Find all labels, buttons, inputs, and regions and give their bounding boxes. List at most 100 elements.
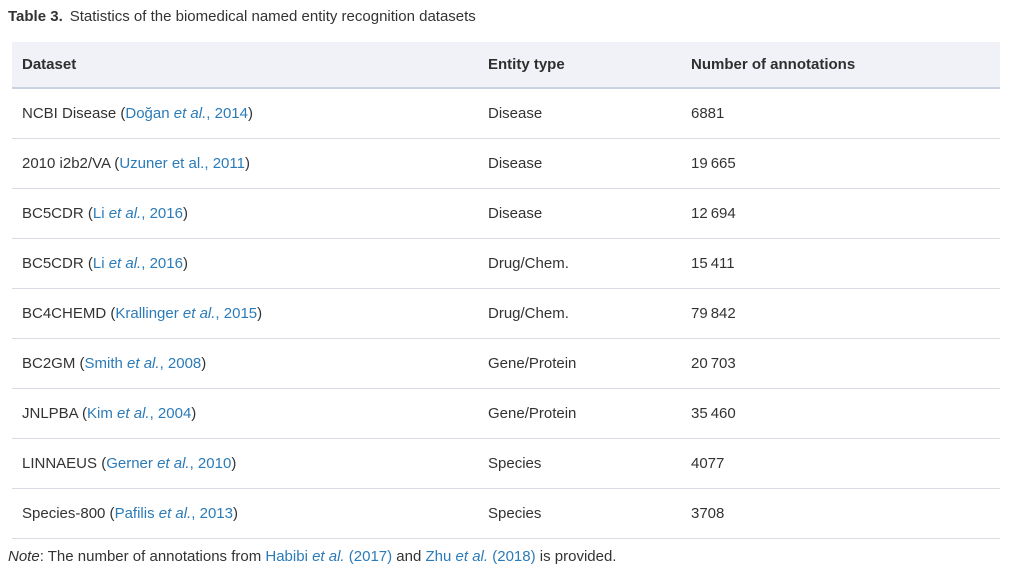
paper-table-figure: Table 3. Statistics of the biomedical nam… <box>0 7 1015 567</box>
annotation-count-cell: 12 694 <box>681 189 1000 239</box>
note-label: Note <box>8 548 40 565</box>
note-text-before: : The number of annotations from <box>39 548 266 565</box>
open-paren: ( <box>110 155 120 172</box>
annotation-count-cell: 3708 <box>681 489 1000 539</box>
column-header-dataset: Dataset <box>22 56 77 73</box>
table-row: Species-800 (Pafilis et al., 2013) Speci… <box>12 489 1000 539</box>
citation-link[interactable]: Kim et al., 2004 <box>87 405 191 422</box>
citation-etal: et al. <box>108 255 142 272</box>
citation-etal: et al. <box>158 505 192 522</box>
table-row: JNLPBA (Kim et al., 2004) Gene/Protein 3… <box>12 389 1000 439</box>
entity-type-cell: Species <box>478 439 681 489</box>
entity-type-cell: Drug/Chem. <box>478 289 681 339</box>
header-row: Dataset Entity type Number of annotation… <box>12 42 1000 88</box>
annotation-count-cell: 35 460 <box>681 389 1000 439</box>
close-paren: ) <box>257 305 263 322</box>
citation-link[interactable]: Li et al., 2016 <box>93 205 183 222</box>
entity-type-cell: Gene/Protein <box>478 339 681 389</box>
citation-author: Zhu <box>425 548 456 565</box>
entity-type: Disease <box>488 205 543 222</box>
annotation-count-cell: 6881 <box>681 88 1000 139</box>
open-paren: ( <box>77 405 88 422</box>
citation-link[interactable]: Li et al., 2016 <box>93 255 183 272</box>
citation-author: Doğan <box>125 105 174 122</box>
citation-year: , 2015 <box>215 305 258 322</box>
dataset-cell: JNLPBA (Kim et al., 2004) <box>12 389 478 439</box>
entity-type: Species <box>488 505 542 522</box>
dataset-cell: BC5CDR (Li et al., 2016) <box>12 239 478 289</box>
table-row: LINNAEUS (Gerner et al., 2010) Species 4… <box>12 439 1000 489</box>
annotation-count: 19 665 <box>691 155 736 172</box>
dataset-cell: BC5CDR (Li et al., 2016) <box>12 189 478 239</box>
table-row: 2010 i2b2/VA (Uzuner et al., 2011) Disea… <box>12 139 1000 189</box>
open-paren: ( <box>116 105 126 122</box>
citation-etal: et al. <box>157 455 190 472</box>
citation-link-habibi-2017[interactable]: Habibi et al. (2017) <box>265 548 392 565</box>
citation-author: Smith <box>84 355 128 372</box>
citation-etal: et al. <box>127 355 160 372</box>
close-paren: ) <box>233 505 238 522</box>
close-paren: ) <box>231 455 237 472</box>
citation-link[interactable]: Smith et al., 2008 <box>85 355 202 372</box>
table-caption: Table 3. Statistics of the biomedical nam… <box>8 7 1015 27</box>
citation-link[interactable]: Gerner et al., 2010 <box>106 455 231 472</box>
entity-type-cell: Disease <box>478 189 681 239</box>
close-paren: ) <box>248 105 253 122</box>
column-header-annotations: Number of annotations <box>691 56 856 73</box>
dataset-cell: LINNAEUS (Gerner et al., 2010) <box>12 439 478 489</box>
open-paren: ( <box>97 455 107 472</box>
datasets-table: Dataset Entity type Number of annotation… <box>12 42 1000 539</box>
table-row: BC2GM (Smith et al., 2008) Gene/Protein … <box>12 339 1000 389</box>
dataset-name: BC5CDR <box>22 255 84 272</box>
annotation-count-cell: 4077 <box>681 439 1000 489</box>
dataset-name: NCBI Disease <box>22 105 117 122</box>
table-row: NCBI Disease (Doğan et al., 2014) Diseas… <box>12 88 1000 139</box>
dataset-name: JNLPBA <box>22 405 78 422</box>
note-text-between: and <box>392 548 426 565</box>
citation-year: (2018) <box>488 548 536 565</box>
entity-type-cell: Gene/Protein <box>478 389 681 439</box>
citation-author: Li <box>92 205 109 222</box>
dataset-name: Species-800 <box>22 505 106 522</box>
table-row: BC5CDR (Li et al., 2016) Drug/Chem. 15 4… <box>12 239 1000 289</box>
annotation-count-cell: 79 842 <box>681 289 1000 339</box>
entity-type: Species <box>488 455 542 472</box>
dataset-cell: 2010 i2b2/VA (Uzuner et al., 2011) <box>12 139 478 189</box>
dataset-cell: Species-800 (Pafilis et al., 2013) <box>12 489 478 539</box>
citation-etal: et al. <box>312 548 345 565</box>
citation-author: Kim <box>87 405 118 422</box>
citation-link-zhu-2018[interactable]: Zhu et al. (2018) <box>426 548 536 565</box>
table-note: Note: The number of annotations from Hab… <box>8 547 1015 567</box>
open-paren: ( <box>105 505 115 522</box>
entity-type: Disease <box>488 155 543 172</box>
annotation-count: 15 411 <box>691 255 735 272</box>
citation-author: Habibi <box>265 548 313 565</box>
dataset-cell: BC4CHEMD (Krallinger et al., 2015) <box>12 289 478 339</box>
citation-link[interactable]: Uzuner et al., 2011 <box>119 155 245 172</box>
citation-etal: et al. <box>455 548 489 565</box>
citation-etal: et al. <box>117 405 150 422</box>
close-paren: ) <box>191 405 197 422</box>
annotation-count: 3708 <box>691 505 725 522</box>
close-paren: ) <box>182 255 188 272</box>
annotation-count-cell: 19 665 <box>681 139 1000 189</box>
citation-year: , 2010 <box>189 455 232 472</box>
citation-year: , 2014 <box>206 105 248 122</box>
citation-etal: et al. <box>108 205 142 222</box>
entity-type-cell: Drug/Chem. <box>478 239 681 289</box>
note-text-after: is provided. <box>535 548 617 565</box>
citation-etal: et al. <box>173 105 207 122</box>
column-header-entity-type: Entity type <box>488 56 565 73</box>
dataset-name: BC4CHEMD <box>22 305 107 322</box>
citation-link[interactable]: Krallinger et al., 2015 <box>115 305 257 322</box>
close-paren: ) <box>182 205 188 222</box>
entity-type: Drug/Chem. <box>488 255 569 272</box>
citation-link[interactable]: Doğan et al., 2014 <box>125 105 248 122</box>
annotation-count: 20 703 <box>691 355 736 372</box>
citation-link[interactable]: Pafilis et al., 2013 <box>115 505 233 522</box>
dataset-name: 2010 i2b2/VA <box>22 155 111 172</box>
entity-type-cell: Disease <box>478 139 681 189</box>
table-row: BC4CHEMD (Krallinger et al., 2015) Drug/… <box>12 289 1000 339</box>
entity-type-cell: Species <box>478 489 681 539</box>
dataset-name: LINNAEUS <box>22 455 98 472</box>
